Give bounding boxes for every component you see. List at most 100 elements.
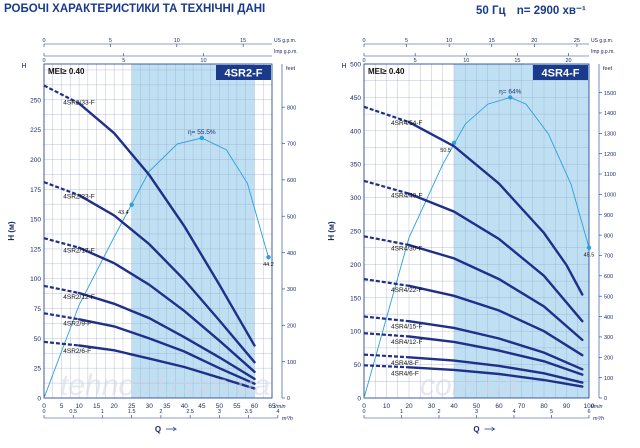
- efficiency-marker: [586, 245, 592, 250]
- pump-curve: [77, 194, 256, 364]
- us-gpm-unit-label: US g.p.m.: [274, 38, 296, 44]
- pump-curve: [407, 366, 584, 388]
- efficiency-marker: [266, 255, 271, 260]
- m3h-tick-label: 3: [218, 409, 221, 415]
- y-tick-label: 300: [350, 195, 361, 202]
- efficiency-marker: [129, 202, 134, 207]
- watermark: tehnosil.com.ua: [60, 369, 270, 402]
- x-tick-label: 20: [111, 403, 119, 410]
- feet-tick-label: 200: [604, 355, 613, 361]
- y-axis-title: H (м): [327, 221, 336, 241]
- m3h-unit-label: m³/h: [593, 416, 604, 422]
- x-tick-label: 55: [233, 403, 241, 410]
- m3h-tick-label: 0: [362, 409, 365, 415]
- x-unit-label: l/min: [591, 404, 603, 410]
- feet-axis-label: feet: [603, 66, 613, 72]
- watermark-right: com.ua: [420, 369, 518, 402]
- model-title-box: [533, 65, 588, 80]
- m3h-tick-label: 4: [512, 409, 515, 415]
- feet-tick-label: 800: [287, 105, 296, 111]
- feet-tick-label: 0: [287, 396, 290, 402]
- chart-4sr2-f: 0255075100125150175200225250010020030040…: [7, 38, 298, 434]
- efficiency-marker: [451, 140, 457, 146]
- pump-curve-dashed: [43, 181, 80, 197]
- efficiency-marker-label: 50.5: [440, 148, 451, 154]
- x-tick-label: 35: [163, 403, 171, 410]
- pump-curve: [407, 320, 584, 371]
- x-axis-title: Q: [473, 425, 479, 434]
- feet-tick-label: 1400: [604, 111, 616, 117]
- pump-curve: [407, 284, 584, 357]
- imp-gpm-tick-label: 0: [42, 58, 45, 64]
- imp-gpm-unit-label: Imp g.p.m.: [274, 49, 298, 55]
- feet-tick-label: 1500: [604, 91, 616, 97]
- x-axis-arrow: [484, 426, 496, 432]
- x-tick-label: 65: [268, 403, 276, 410]
- y-tick-label: 25: [34, 366, 42, 373]
- pump-curve: [407, 356, 584, 384]
- x-tick-label: 45: [198, 403, 206, 410]
- imp-gpm-tick-label: 0: [362, 58, 365, 64]
- pump-curve-dashed: [363, 332, 410, 338]
- x-tick-label: 10: [383, 403, 391, 410]
- y-tick-label: 150: [350, 295, 361, 302]
- m3h-tick-label: 4: [276, 409, 279, 415]
- m3h-tick-label: 1.5: [128, 409, 136, 415]
- pump-curve-label: 4SR4/30-F: [391, 246, 422, 253]
- feet-tick-label: 600: [604, 274, 613, 280]
- y-tick-label: 450: [350, 95, 361, 102]
- pump-curve-dashed: [363, 105, 410, 124]
- pump-curve-dashed: [43, 84, 80, 105]
- feet-tick-label: 600: [287, 178, 296, 184]
- pump-curve-dashed: [363, 364, 410, 369]
- pump-curve-label: 4SR4/22-F: [391, 287, 422, 294]
- page-title: РОБОЧІ ХАРАКТЕРИСТИКИ ТА ТЕХНІЧНІ ДАНІ: [4, 3, 266, 15]
- m3h-tick-label: 1: [400, 409, 403, 415]
- y-tick-label: 75: [34, 306, 42, 313]
- y-axis-letter: H: [21, 63, 26, 70]
- feet-tick-label: 400: [604, 315, 613, 321]
- x-tick-label: 25: [128, 403, 136, 410]
- feet-tick-label: 0: [604, 396, 607, 402]
- pump-curve-label: 4SR4/8-F: [391, 360, 419, 367]
- y-tick-label: 250: [350, 229, 361, 236]
- x-tick-label: 40: [450, 403, 458, 410]
- y-tick-label: 200: [350, 262, 361, 269]
- y-tick-label: 50: [34, 336, 42, 343]
- pump-curve: [77, 102, 256, 347]
- pump-curve-dashed: [363, 235, 410, 247]
- us-gpm-tick-label: 15: [240, 38, 246, 44]
- us-gpm-tick-label: 25: [574, 38, 580, 44]
- x-tick-label: 0: [362, 403, 366, 410]
- m3h-tick-label: 2.5: [186, 409, 194, 415]
- pump-curve: [407, 243, 584, 342]
- pump-curve: [77, 291, 256, 381]
- mei-label: MEI≥ 0.40: [368, 67, 405, 76]
- feet-tick-label: 100: [604, 376, 613, 382]
- model-title: 4SR2-F: [225, 68, 263, 80]
- us-gpm-tick-label: 10: [174, 38, 180, 44]
- x-tick-label: 0: [42, 403, 46, 410]
- us-gpm-tick-label: 0: [362, 38, 365, 44]
- imp-gpm-tick-label: 10: [200, 58, 206, 64]
- x-tick-label: 60: [495, 403, 503, 410]
- feet-tick-label: 200: [287, 323, 296, 329]
- y-tick-label: 0: [357, 396, 361, 403]
- us-gpm-tick-label: 5: [109, 38, 112, 44]
- m3h-tick-label: 2: [159, 409, 162, 415]
- x-tick-label: 100: [584, 403, 595, 410]
- pump-curve-label: 4SR4/15-F: [391, 323, 422, 330]
- pump-curve-dashed: [363, 179, 410, 195]
- imp-gpm-unit-label: Imp g.p.m.: [591, 49, 615, 55]
- feet-tick-label: 400: [287, 251, 296, 257]
- m3h-unit-label: m³/h: [282, 416, 293, 422]
- imp-gpm-tick-label: 20: [566, 58, 572, 64]
- efficiency-marker-label: 43.4: [118, 210, 129, 216]
- imp-gpm-tick-label: 5: [122, 58, 125, 64]
- x-tick-label: 60: [251, 403, 259, 410]
- feet-axis-label: feet: [286, 66, 296, 72]
- x-tick-label: 90: [563, 403, 571, 410]
- feet-tick-label: 1200: [604, 152, 616, 158]
- pump-curve-label: 4SR4/54-F: [391, 120, 422, 127]
